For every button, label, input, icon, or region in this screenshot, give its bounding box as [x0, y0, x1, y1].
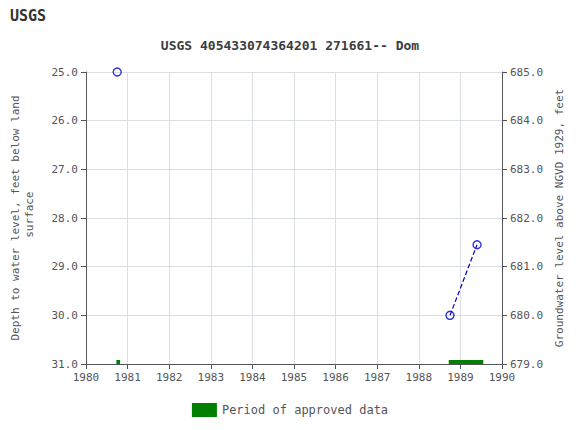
- svg-text:1990: 1990: [489, 371, 516, 384]
- svg-text:1986: 1986: [322, 371, 349, 384]
- svg-text:1989: 1989: [447, 371, 474, 384]
- svg-text:USGS 405433074364201 271661--: USGS 405433074364201 271661-- Dom: [161, 38, 419, 53]
- svg-text:681.0: 681.0: [510, 260, 543, 273]
- svg-text:Groundwater level above NGVD 1: Groundwater level above NGVD 1929, feet: [553, 89, 566, 347]
- svg-text:Period of approved data: Period of approved data: [222, 403, 388, 417]
- svg-text:680.0: 680.0: [510, 309, 543, 322]
- svg-text:683.0: 683.0: [510, 163, 543, 176]
- svg-text:679.0: 679.0: [510, 358, 543, 371]
- svg-text:31.0: 31.0: [52, 358, 79, 371]
- svg-text:685.0: 685.0: [510, 66, 543, 79]
- svg-text:26.0: 26.0: [52, 114, 79, 127]
- svg-text:28.0: 28.0: [52, 212, 79, 225]
- svg-text:29.0: 29.0: [52, 260, 79, 273]
- svg-text:Depth to water level, feet bel: Depth to water level, feet below land: [9, 95, 22, 340]
- svg-text:surface: surface: [23, 192, 36, 245]
- svg-text:1981: 1981: [114, 371, 141, 384]
- svg-text:27.0: 27.0: [52, 163, 79, 176]
- svg-text:1988: 1988: [406, 371, 433, 384]
- svg-text:25.0: 25.0: [52, 66, 79, 79]
- svg-text:1985: 1985: [281, 371, 308, 384]
- svg-text:682.0: 682.0: [510, 212, 543, 225]
- svg-text:1983: 1983: [198, 371, 225, 384]
- svg-text:USGS: USGS: [10, 7, 46, 25]
- svg-text:1984: 1984: [239, 371, 266, 384]
- svg-text:1980: 1980: [73, 371, 100, 384]
- svg-text:1982: 1982: [156, 371, 183, 384]
- svg-text:684.0: 684.0: [510, 114, 543, 127]
- svg-text:1987: 1987: [364, 371, 391, 384]
- svg-text:30.0: 30.0: [52, 309, 79, 322]
